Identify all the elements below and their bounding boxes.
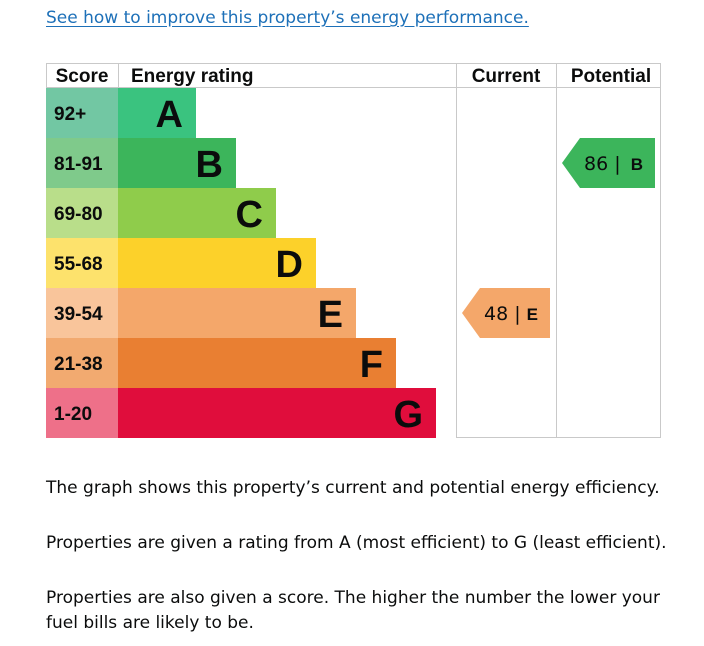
rating-letter-a: A [156,94,183,136]
rating-letter-g: G [393,394,423,436]
rating-bar-c [118,188,276,238]
score-cell-d [46,238,118,288]
score-label-f: 21-38 [54,354,103,375]
rating-letter-f: F [360,344,383,386]
rating-bar-d [118,238,316,288]
header-current: Current [472,66,541,87]
rating-bar-b [118,138,236,188]
rating-bar-e [118,288,356,338]
score-cell-f [46,338,118,388]
score-cell-g [46,388,118,438]
header-energy-rating: Energy rating [131,66,253,87]
current-rating-band-letter: E [527,305,538,324]
arrows-layer: 48 | E 86 | B [462,138,655,338]
rating-bar-a [118,88,196,138]
rating-letter-b: B [196,144,223,186]
rating-letter-e: E [318,294,343,336]
score-cell-e [46,288,118,338]
score-label-e: 39-54 [54,304,103,325]
description-paragraph-2: Properties are given a rating from A (mo… [46,533,667,553]
potential-rating-arrow [562,138,655,188]
score-cell-a [46,88,118,138]
current-rating-score: 48 | [484,303,521,325]
description-paragraph-3: Properties are also given a score. The h… [46,588,660,633]
grid-layer [46,63,661,438]
rating-letter-d: D [276,244,303,286]
score-label-c: 69-80 [54,204,103,225]
potential-rating-band-letter: B [631,155,643,174]
rating-letter-c: C [236,194,263,236]
potential-rating-score: 86 | [584,153,621,175]
current-rating-arrow [462,288,550,338]
bands-layer: 92+ A 81-91 B 69-80 C 55-68 D 39-54 E 21-38 F 1-20 G [46,88,436,438]
score-label-d: 55-68 [54,254,103,275]
rating-bar-f [118,338,396,388]
description-paragraph-1: The graph shows this property’s current … [46,478,660,498]
score-cell-c [46,188,118,238]
improve-energy-link[interactable]: See how to improve this property’s energ… [46,8,529,28]
score-label-b: 81-91 [54,154,103,175]
header-potential: Potential [571,66,651,87]
score-label-a: 92+ [54,104,86,125]
rating-bar-g [118,388,436,438]
score-label-g: 1-20 [54,404,92,425]
header-score: Score [56,66,109,87]
score-cell-b [46,138,118,188]
